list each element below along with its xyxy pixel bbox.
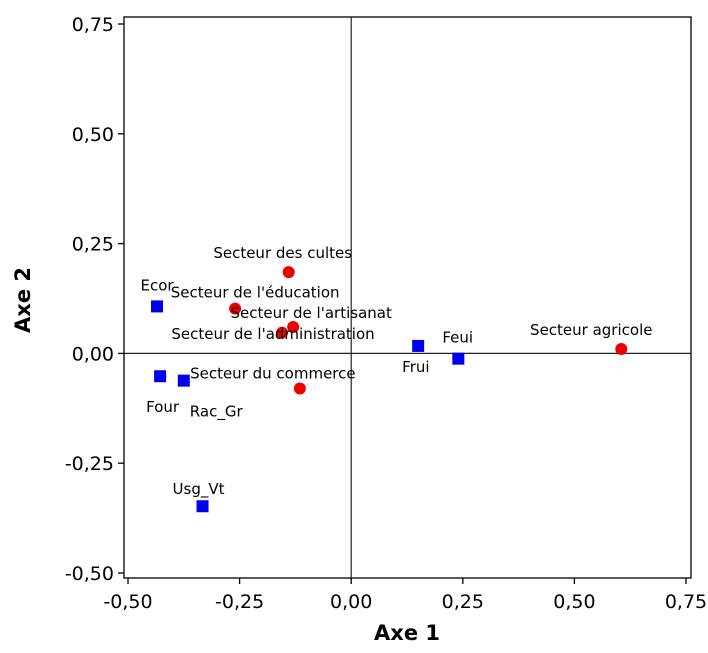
y-tick-label: -0,25 — [65, 453, 114, 475]
point-label: Secteur de l'artisanat — [230, 304, 391, 322]
data-point-circle — [287, 321, 300, 334]
data-point-square — [412, 339, 425, 352]
x-axis-title: Axe 1 — [374, 621, 440, 645]
data-points — [151, 266, 628, 513]
y-tick-label: 0,75 — [72, 14, 114, 36]
y-tick-label: -0,50 — [65, 563, 114, 585]
point-label: Usg_Vt — [173, 480, 225, 499]
y-tick-label: 0,00 — [72, 343, 114, 365]
x-tick-label: 0,25 — [442, 591, 484, 613]
y-tick-label: 0,50 — [72, 124, 114, 146]
plot-frame — [123, 16, 692, 579]
point-label: Secteur du commerce — [190, 365, 356, 383]
x-tick-label: 0,00 — [330, 591, 372, 613]
data-point-square — [154, 370, 167, 383]
point-labels: Secteur des cultes Secteur de l'éducation… — [140, 244, 652, 499]
point-label: Four — [146, 398, 180, 416]
x-tick-label: 0,75 — [665, 591, 707, 613]
x-tick-label: -0,50 — [103, 591, 152, 613]
point-label: Secteur des cultes — [213, 244, 352, 262]
data-point-square — [452, 352, 465, 365]
data-point-circle — [282, 266, 295, 279]
point-label: Frui — [402, 358, 429, 376]
y-axis-ticks: 0,75 0,50 0,25 0,00 -0,25 -0,50 — [65, 14, 124, 585]
x-tick-label: -0,25 — [215, 591, 264, 613]
data-point-circle — [615, 343, 628, 356]
y-axis-title: Axe 2 — [11, 267, 35, 333]
data-point-square — [151, 300, 164, 313]
point-label: Secteur de l'administration — [171, 325, 374, 343]
data-point-circle — [276, 326, 289, 339]
x-axis-ticks: -0,50 -0,25 0,00 0,25 0,50 0,75 — [103, 578, 707, 613]
data-point-square — [177, 374, 190, 387]
y-tick-label: 0,25 — [72, 234, 114, 256]
point-label: Secteur de l'éducation — [171, 284, 340, 302]
data-point-circle — [229, 302, 242, 315]
point-label: Feui — [442, 329, 473, 347]
data-point-circle — [293, 382, 306, 395]
point-label: Secteur agricole — [530, 321, 652, 339]
x-tick-label: 0,50 — [553, 591, 595, 613]
data-point-square — [196, 500, 209, 513]
point-label: Rac_Gr — [190, 403, 244, 422]
point-label: Ecor — [140, 276, 174, 294]
